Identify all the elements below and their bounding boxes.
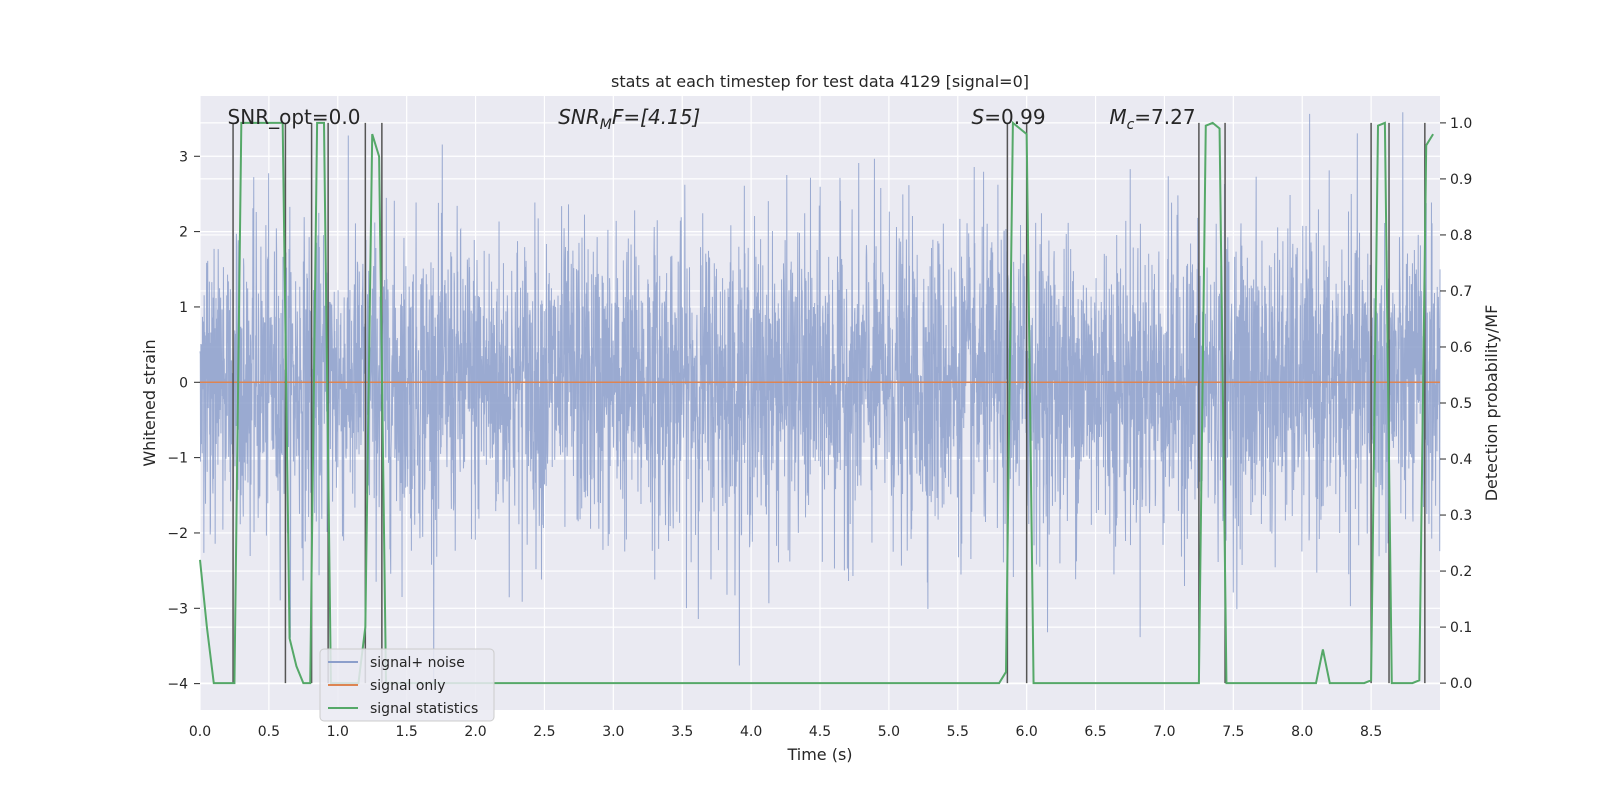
y2-tick-label-6: 0.6 <box>1450 340 1472 356</box>
x-tick-label-16: 8.0 <box>1291 724 1313 740</box>
legend-label-signal-only: signal only <box>370 678 445 694</box>
annotation-1-value: F=[4.15] <box>612 105 700 129</box>
x-tick-label-2: 1.0 <box>327 724 349 740</box>
y-tick-label-6: 2 <box>179 225 188 241</box>
y2-tick-label-0: 0.0 <box>1450 676 1472 692</box>
legend-box <box>319 648 495 722</box>
y-tick-label-0: −4 <box>167 677 188 693</box>
x-tick-label-9: 4.5 <box>809 724 831 740</box>
x-tick-label-4: 2.0 <box>464 724 486 740</box>
annotation-3-subscript: c <box>1127 117 1135 133</box>
x-tick-label-6: 3.0 <box>602 724 624 740</box>
x-tick-label-7: 3.5 <box>671 724 693 740</box>
y2-tick-label-2: 0.2 <box>1450 564 1472 580</box>
signal-noise-line <box>199 112 1441 686</box>
y2-tick-label-9: 0.9 <box>1450 172 1472 188</box>
chart-title: stats at each timestep for test data 412… <box>611 72 1029 91</box>
x-tick-label-12: 6.0 <box>1016 724 1038 740</box>
annotation-1: SNRMF=[4.15] <box>558 105 700 133</box>
annotation-2-value: =0.99 <box>984 105 1045 129</box>
y2-tick-label-10: 1.0 <box>1450 116 1472 132</box>
legend-label-noise: signal+ noise <box>370 655 465 671</box>
annotation-0: SNR_opt=0.0 <box>228 105 361 129</box>
y2-axis-label: Detection probability/MF <box>1482 305 1501 502</box>
y-tick-label-4: 0 <box>179 375 188 391</box>
x-tick-label-15: 7.5 <box>1222 724 1244 740</box>
x-tick-label-17: 8.5 <box>1360 724 1382 740</box>
x-tick-label-10: 5.0 <box>878 724 900 740</box>
signal-noise-series <box>199 112 1441 686</box>
annotation-3-value: =7.27 <box>1134 105 1195 129</box>
x-tick-label-5: 2.5 <box>533 724 555 740</box>
y-axis-ticks: −4 −3 −2 −1 0 1 2 3 <box>167 149 200 693</box>
annotation-3: Mc=7.27 <box>1109 105 1195 133</box>
annotation-3-symbol: M <box>1109 105 1126 129</box>
y2-tick-label-1: 0.1 <box>1450 620 1472 636</box>
x-tick-label-1: 0.5 <box>258 724 280 740</box>
x-tick-label-11: 5.5 <box>947 724 969 740</box>
y-tick-label-3: −1 <box>167 451 188 467</box>
annotations: SNR_opt=0.0 SNRMF=[4.15] S=0.99 Mc=7.27 <box>228 105 1196 133</box>
y-tick-label-2: −2 <box>167 526 188 542</box>
y2-tick-label-4: 0.4 <box>1450 452 1472 468</box>
annotation-1-subscript: M <box>600 117 612 133</box>
annotation-2: S=0.99 <box>972 105 1046 129</box>
x-axis-ticks: 0.0 0.5 1.0 1.5 2.0 2.5 3.0 3.5 4.0 4.5 5.0 5.5 6.0 6… <box>189 724 1382 740</box>
legend: signal+ noise signal only signal statist… <box>319 648 495 722</box>
y2-tick-label-3: 0.3 <box>1450 508 1472 524</box>
x-tick-label-0: 0.0 <box>189 724 211 740</box>
y2-tick-label-8: 0.8 <box>1450 228 1472 244</box>
y2-tick-label-5: 0.5 <box>1450 396 1472 412</box>
legend-label-statistics: signal statistics <box>370 701 478 717</box>
x-tick-label-14: 7.0 <box>1153 724 1175 740</box>
y2-tick-label-7: 0.7 <box>1450 284 1472 300</box>
y-tick-label-7: 3 <box>179 149 188 165</box>
y-tick-label-5: 1 <box>179 300 188 316</box>
x-tick-label-13: 6.5 <box>1084 724 1106 740</box>
annotation-2-symbol: S <box>972 105 985 129</box>
annotation-1-symbol: SNR <box>558 105 600 129</box>
y2-axis-ticks: 0.0 0.1 0.2 0.3 0.4 0.5 0.6 0.7 0.8 0.9 1.0 <box>1440 116 1472 692</box>
x-axis-label: Time (s) <box>786 745 852 764</box>
y-tick-label-1: −3 <box>167 601 188 617</box>
y-axis-label: Whitened strain <box>140 339 159 466</box>
x-tick-label-3: 1.5 <box>396 724 418 740</box>
x-tick-label-8: 4.0 <box>740 724 762 740</box>
